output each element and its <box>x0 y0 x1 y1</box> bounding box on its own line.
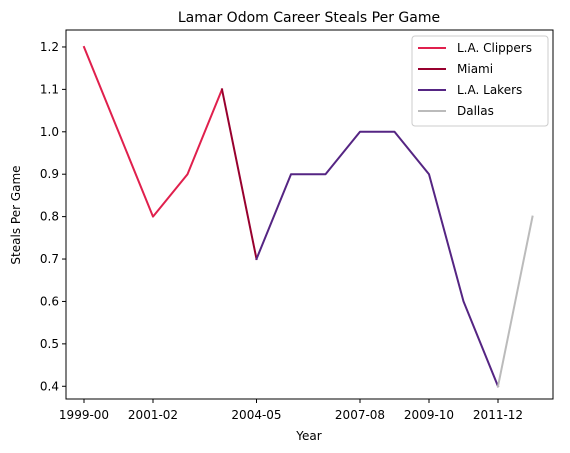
y-tick-label: 0.9 <box>40 167 59 181</box>
y-tick-label: 1.0 <box>40 125 59 139</box>
y-tick-label: 0.7 <box>40 252 59 266</box>
y-axis-title: Steals Per Game <box>9 165 23 264</box>
legend-label: Miami <box>457 62 493 76</box>
x-tick-label: 2009-10 <box>404 408 454 422</box>
y-tick-label: 0.8 <box>40 210 59 224</box>
x-tick-label: 2011-12 <box>473 408 523 422</box>
plot-frame <box>65 29 554 400</box>
y-tick-label: 1.2 <box>40 40 59 54</box>
y-tick-label: 0.6 <box>40 294 59 308</box>
x-axis-ticks: 1999-00 2001-02 2004-05 2007-08 2009-10 2011-… <box>59 399 523 422</box>
y-tick-label: 0.4 <box>40 379 59 393</box>
legend-label: L.A. Clippers <box>457 41 532 55</box>
legend-label: L.A. Lakers <box>457 83 522 97</box>
x-axis-title: Year <box>295 429 321 443</box>
series-line-3 <box>496 215 534 388</box>
legend: L.A. Clippers Miami L.A. Lakers Dallas <box>411 35 549 127</box>
chart-title: Lamar Odom Career Steals Per Game <box>178 10 440 26</box>
legend-box <box>411 35 549 127</box>
series-line-0 <box>82 45 224 218</box>
x-tick-label: 2004-05 <box>231 408 281 422</box>
series-lines <box>82 45 534 388</box>
y-tick-label: 1.1 <box>40 82 59 96</box>
y-tick-label: 0.5 <box>40 337 59 351</box>
legend-items: L.A. Clippers Miami L.A. Lakers Dallas <box>418 41 532 118</box>
x-tick-label: 1999-00 <box>59 408 109 422</box>
legend-label: Dallas <box>457 104 494 118</box>
x-tick-label: 2007-08 <box>335 408 385 422</box>
series-line-1 <box>220 88 258 261</box>
x-tick-label: 2001-02 <box>128 408 178 422</box>
series-line-2 <box>255 130 500 388</box>
y-axis-ticks: 0.4 0.5 0.6 0.7 0.8 0.9 1.0 1.1 1.2 <box>40 40 66 393</box>
